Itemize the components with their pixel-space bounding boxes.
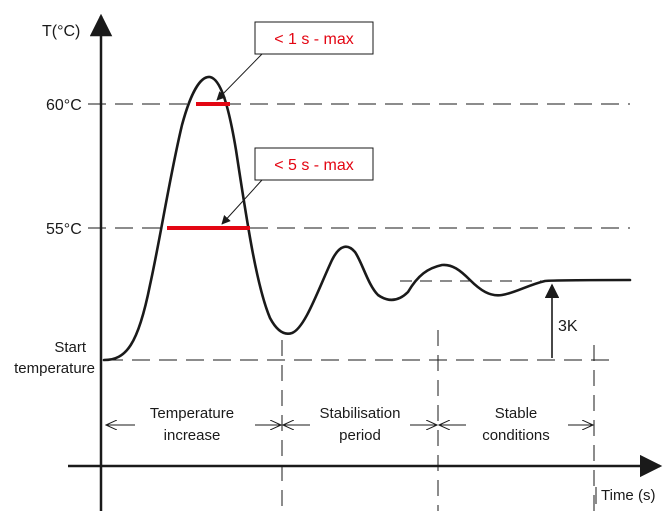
phase-2-label-line2: period [339,427,381,444]
phase-1-label-line2: increase [164,427,221,444]
temperature-curve [102,75,632,362]
level-60-label: 60°C [46,97,82,114]
phase-1-label-line1: Temperature [150,405,234,422]
callout-box-1s [254,21,374,55]
callout-1s-text: < 1 s - max [274,31,354,48]
level-55-label: 55°C [46,221,82,238]
callout-1s-pointer [216,53,263,101]
start-label-line2: temperature [14,360,95,377]
phase-3-label-line1: Stable [495,405,538,422]
callout-box-5s [254,147,374,181]
phase-3-label-line2: conditions [482,427,550,444]
callout-5s-text: < 5 s - max [274,157,354,174]
tolerance-label: 3K [558,318,578,335]
y-axis-label: T(°C) [42,23,80,40]
x-axis-label: Time (s) [601,487,655,504]
start-label-line1: Start [54,339,87,356]
callout-5s-pointer [221,179,263,225]
phase-2-label-line1: Stabilisation [320,405,401,422]
